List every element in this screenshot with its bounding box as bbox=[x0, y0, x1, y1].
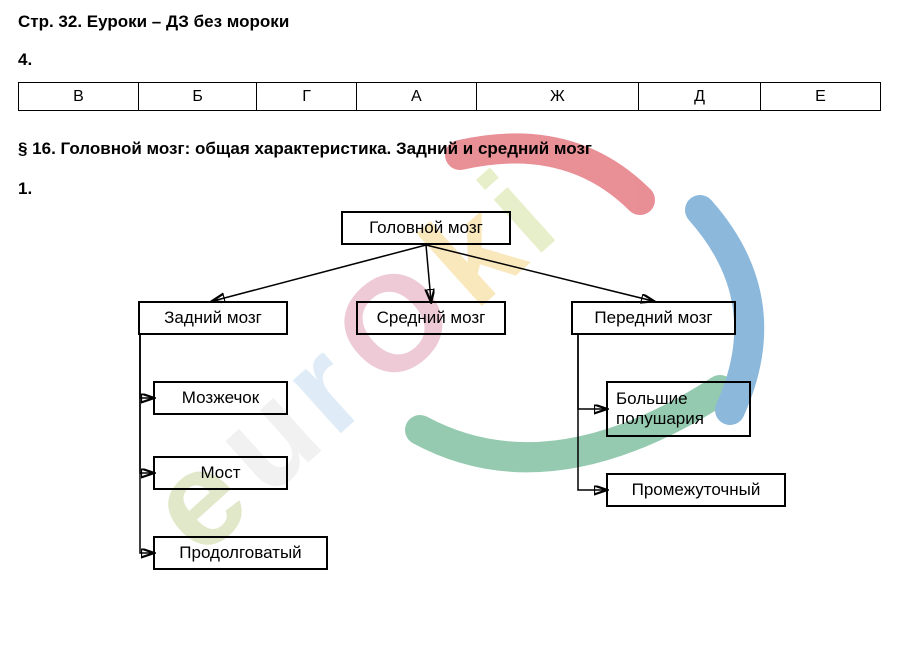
table-cell: Е bbox=[760, 83, 880, 111]
node-left: Задний мозг bbox=[138, 301, 288, 335]
diagram-arrows bbox=[18, 211, 881, 631]
question-4-number: 4. bbox=[18, 50, 881, 70]
table-cell: В bbox=[19, 83, 139, 111]
table-cell: Ж bbox=[476, 83, 638, 111]
node-right: Передний мозг bbox=[571, 301, 736, 335]
node-mid: Средний мозг bbox=[356, 301, 506, 335]
table-cell: Д bbox=[639, 83, 761, 111]
node-r1: Большие полушария bbox=[606, 381, 751, 437]
brain-diagram: Головной мозг Задний мозг Средний мозг П… bbox=[18, 211, 881, 631]
node-root: Головной мозг bbox=[341, 211, 511, 245]
question-1-number: 1. bbox=[18, 179, 881, 199]
table-cell: Б bbox=[139, 83, 257, 111]
section-title: § 16. Головной мозг: общая характеристик… bbox=[18, 139, 881, 159]
table-cell: А bbox=[356, 83, 476, 111]
page-header: Стр. 32. Еуроки – ДЗ без мороки bbox=[18, 12, 881, 32]
node-l2: Мост bbox=[153, 456, 288, 490]
node-l3: Продолговатый bbox=[153, 536, 328, 570]
letter-table: В Б Г А Ж Д Е bbox=[18, 82, 881, 111]
node-l1: Мозжечок bbox=[153, 381, 288, 415]
table-cell: Г bbox=[257, 83, 356, 111]
node-r2: Промежуточный bbox=[606, 473, 786, 507]
